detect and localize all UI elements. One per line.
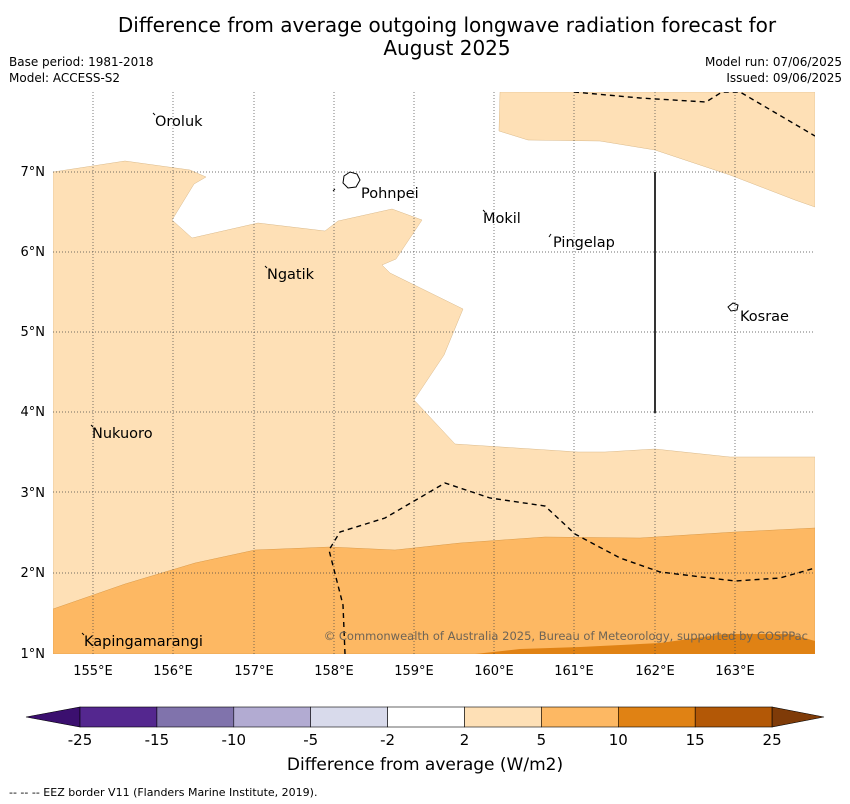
place-oroluk: Oroluk (155, 114, 203, 130)
lat-label-2: 2°N (21, 566, 46, 581)
colorbar-tick-label: -15 (145, 731, 170, 749)
place-pohnpei: Pohnpei (361, 186, 419, 202)
colorbar-swatch (464, 706, 542, 728)
colorbar-swatches (25, 706, 825, 728)
colorbar-tick-label: -10 (222, 731, 247, 749)
model-run: Model run: 07/06/2025 (704, 55, 842, 69)
oroluk-atoll (152, 112, 156, 116)
colorbar-extend-low (25, 706, 81, 728)
colorbar-tick-label: -5 (303, 731, 318, 749)
anomaly-band-10-15 (475, 634, 815, 654)
ngatik-atoll (264, 265, 268, 269)
lon-label-158: 158°E (314, 664, 354, 679)
lon-label-161: 161°E (554, 664, 594, 679)
colorbar-swatch (79, 706, 158, 728)
base-period: Base period: 1981-2018 (9, 55, 154, 69)
place-ngatik: Ngatik (267, 267, 315, 283)
colorbar-swatch (387, 706, 465, 728)
map-title: Difference from average outgoing longwav… (0, 14, 850, 60)
lat-label-1: 1°N (21, 647, 46, 662)
colorbar-tick-label: 5 (537, 731, 547, 749)
lat-label-7: 7°N (21, 165, 46, 180)
longitude-labels: 155°E 156°E 157°E 158°E 159°E 160°E 161°… (73, 664, 755, 679)
colorbar-extend-high (771, 706, 825, 728)
lon-label-155: 155°E (73, 664, 113, 679)
colorbar-swatch (233, 706, 312, 728)
kosrae-island (727, 302, 739, 312)
lon-label-156: 156°E (153, 664, 193, 679)
eez-border-south (328, 482, 815, 654)
colorbar-tick-label: 15 (686, 731, 705, 749)
kapingamarangi-atoll (81, 632, 85, 636)
issued-date: Issued: 09/06/2025 (726, 71, 842, 85)
anomaly-band-2-5-north (498, 92, 815, 208)
title-line-2: August 2025 (383, 36, 511, 60)
colorbar-swatch (617, 706, 696, 728)
colorbar-swatch (694, 706, 773, 728)
lon-label-160: 160°E (474, 664, 514, 679)
anomaly-band-2-5-south (53, 160, 815, 654)
colorbar-tick-label: -25 (68, 731, 93, 749)
mokil-atoll (482, 209, 486, 213)
place-kapingamarangi: Kapingamarangi (84, 634, 203, 650)
map-figure: Oroluk Pohnpei Mokil Pingelap Ngatik Kos… (21, 92, 815, 679)
copyright-notice: © Commonwealth of Australia 2025, Bureau… (324, 629, 808, 643)
colorbar-label: Difference from average (W/m2) (286, 755, 564, 775)
nukuoro-atoll (90, 424, 94, 428)
title-line-1: Difference from average outgoing longwav… (117, 13, 777, 37)
pingelap-atoll (548, 233, 552, 238)
colorbar-swatch (541, 706, 619, 728)
colorbar-ticks: -25 -15 -10 -5 -2 2 5 10 15 25 (68, 731, 782, 749)
lon-label-159: 159°E (394, 664, 434, 679)
place-labels: Oroluk Pohnpei Mokil Pingelap Ngatik Kos… (84, 114, 789, 650)
footnote: -- -- -- EEZ border V11 (Flanders Marine… (9, 786, 318, 799)
gridlines (53, 92, 815, 654)
colorbar-swatch (310, 706, 388, 728)
place-mokil: Mokil (483, 211, 521, 227)
lat-label-3: 3°N (21, 486, 46, 501)
meta-left: Base period: 1981-2018 Model: ACCESS-S2 (9, 54, 154, 86)
colorbar-swatch (156, 706, 235, 728)
meta-right: Model run: 07/06/2025 Issued: 09/06/2025 (705, 54, 842, 86)
place-nukuoro: Nukuoro (92, 426, 153, 442)
map-plot-area: Oroluk Pohnpei Mokil Pingelap Ngatik Kos… (53, 92, 815, 654)
colorbar-tick-label: 2 (460, 731, 470, 749)
colorbar-tick-label: 10 (609, 731, 628, 749)
colorbar-tick-label: -2 (380, 731, 395, 749)
lat-label-6: 6°N (21, 245, 46, 260)
lat-label-5: 5°N (21, 325, 46, 340)
lon-label-163: 163°E (715, 664, 755, 679)
latitude-labels: 1°N 2°N 3°N 4°N 5°N 6°N 7°N (21, 165, 46, 662)
colorbar: -25 -15 -10 -5 -2 2 5 10 15 25 (25, 706, 825, 749)
lat-label-4: 4°N (21, 405, 46, 420)
eez-borders (328, 92, 815, 654)
pohnpei-island (342, 171, 361, 189)
eez-border-north (573, 92, 815, 137)
lon-label-157: 157°E (234, 664, 274, 679)
place-kosrae: Kosrae (740, 309, 789, 325)
ant-atoll (332, 188, 336, 192)
colorbar-tick-label: 25 (763, 731, 782, 749)
place-pingelap: Pingelap (553, 235, 615, 251)
islands (81, 112, 739, 636)
lon-label-162: 162°E (635, 664, 675, 679)
model-name: Model: ACCESS-S2 (9, 71, 121, 85)
